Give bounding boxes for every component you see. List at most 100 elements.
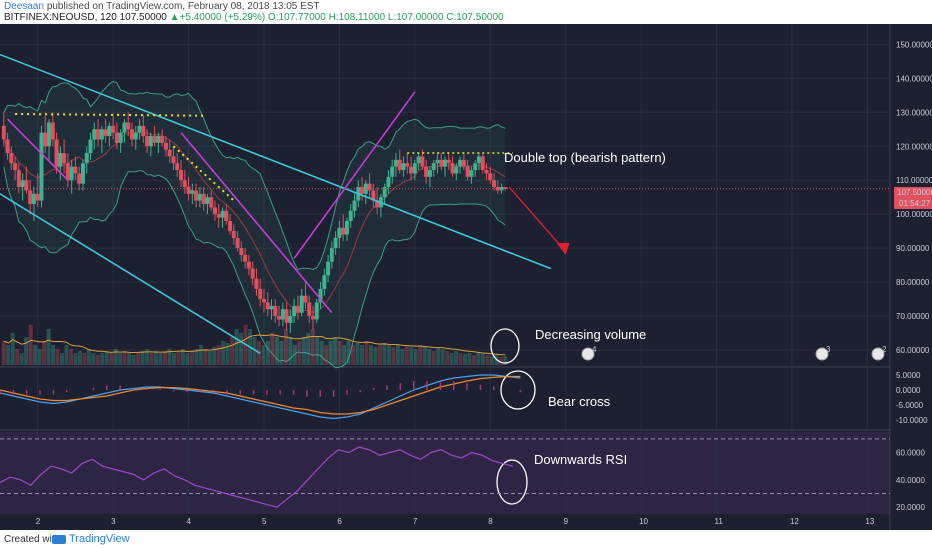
candle-body (160, 136, 165, 143)
candle-body (24, 180, 29, 191)
volume-bar (261, 345, 266, 365)
volume-bar (230, 337, 235, 365)
volume-bar (95, 355, 100, 365)
volume-bar (167, 349, 172, 365)
annotations: Double top (bearish pattern) Decreasing … (504, 150, 666, 467)
candle-body (129, 129, 134, 140)
trendline-upper (0, 53, 551, 270)
event-badges[interactable]: 4 3 2 (581, 345, 887, 361)
volume-bar (207, 351, 212, 365)
candle-body (269, 305, 274, 310)
tradingview-brand: TradingView (69, 533, 130, 545)
x-tick-label: 8 (488, 517, 493, 526)
volume-bar (68, 349, 73, 365)
volume-bar (104, 351, 109, 365)
x-tick-label: 5 (262, 517, 267, 526)
volume-bar (154, 351, 159, 365)
tradingview-logo[interactable]: TradingView (52, 533, 130, 545)
candle-body (386, 176, 391, 188)
candle-body (43, 132, 48, 147)
candle-body (307, 302, 312, 317)
candle-body (197, 193, 202, 201)
candle-body (111, 125, 116, 133)
candle-body (114, 132, 119, 143)
low-value: L:107.00000 (387, 12, 444, 23)
candle-body (427, 170, 432, 177)
symbol-label[interactable]: BITFINEX:NEOUSD, 120 (4, 12, 117, 23)
volume-bar (485, 355, 490, 365)
candle-body (73, 166, 78, 174)
price-axis[interactable]: 2 3 4 5 6 7 8 9 10 11 12 13 150.00000 140.00000 130.00… (36, 40, 932, 526)
volume-bar (185, 353, 190, 365)
macd-tick-label: 0.0000 (896, 386, 921, 395)
candle-body (412, 163, 417, 174)
candle-body (318, 288, 323, 303)
y-tick-label: 70.00000 (896, 312, 930, 321)
candle-body (228, 220, 233, 232)
candle-body (122, 122, 127, 133)
volume-bar (333, 337, 338, 365)
annotation-decreasing-volume: Decreasing volume (535, 327, 646, 342)
y-tick-label: 140.00000 (896, 74, 932, 83)
candle-body (28, 190, 33, 204)
volume-bar (91, 353, 96, 365)
volume-bar (373, 347, 378, 365)
volume-circle (490, 328, 520, 364)
candle-body (450, 163, 455, 174)
volume-bar (82, 353, 87, 365)
candle-body (446, 159, 451, 164)
current-price-tag (894, 187, 932, 198)
candle-body (145, 136, 150, 147)
rsi-band (0, 432, 890, 514)
event-badge-count: 3 (826, 345, 831, 354)
volume-bar (203, 349, 208, 365)
candle-body (50, 122, 55, 140)
candle-body (284, 309, 289, 323)
volume-bar (42, 341, 47, 365)
macd-tick-label: -5.0000 (896, 401, 924, 410)
chart-header: Deesaan published on TradingView.com, Fe… (0, 0, 932, 24)
created-with-text: Created with (4, 534, 61, 545)
volume-bar (171, 353, 176, 365)
candle-body (175, 163, 180, 171)
volume-bar (337, 341, 342, 365)
candle-body (220, 210, 225, 218)
chart-canvas[interactable]: 2 3 4 5 6 7 8 9 10 11 12 13 150.00000 140.00000 130.00… (0, 24, 932, 530)
author-link[interactable]: Deesaan (4, 1, 45, 12)
x-tick-label: 4 (187, 517, 192, 526)
candle-body (107, 125, 112, 137)
candle-body (216, 214, 221, 218)
y-tick-label: 80.00000 (896, 278, 930, 287)
x-tick-label: 10 (639, 517, 648, 526)
annotation-downwards-rsi: Downwards RSI (534, 452, 627, 467)
open-value: O:107.77000 (267, 12, 326, 23)
y-tick-label: 150.00000 (896, 40, 932, 49)
volume-bar (239, 333, 244, 365)
macd-line-1 (0, 375, 521, 415)
volume-bar (252, 337, 257, 365)
publish-info: Deesaan published on TradingView.com, Fe… (4, 1, 320, 12)
volume-bar (418, 345, 423, 365)
volume-bar (64, 345, 69, 365)
volume-bar (19, 353, 24, 365)
candle-body (465, 166, 470, 177)
bollinger-fill (3, 81, 506, 368)
close-value: C:107.50000 (446, 12, 504, 23)
candle-body (152, 136, 157, 143)
candle-body (401, 163, 406, 171)
ohlc-legend: BITFINEX:NEOUSD, 120 107.50000 ▲+5.40000… (4, 12, 504, 23)
candle-body (424, 166, 429, 177)
candle-body (156, 136, 161, 143)
candle-body (299, 295, 304, 313)
candle-body (322, 275, 327, 289)
candle-body (382, 187, 387, 198)
candle-body (484, 170, 489, 174)
resistance-dots (15, 112, 204, 117)
candle-body (344, 220, 349, 235)
candle-body (420, 156, 425, 167)
candle-body (397, 159, 402, 171)
volume-bar (145, 349, 150, 365)
volume-bar (15, 349, 20, 365)
chart-area[interactable]: 2 3 4 5 6 7 8 9 10 11 12 13 150.00000 140.00000 130.00… (0, 24, 932, 530)
grid (0, 24, 890, 514)
